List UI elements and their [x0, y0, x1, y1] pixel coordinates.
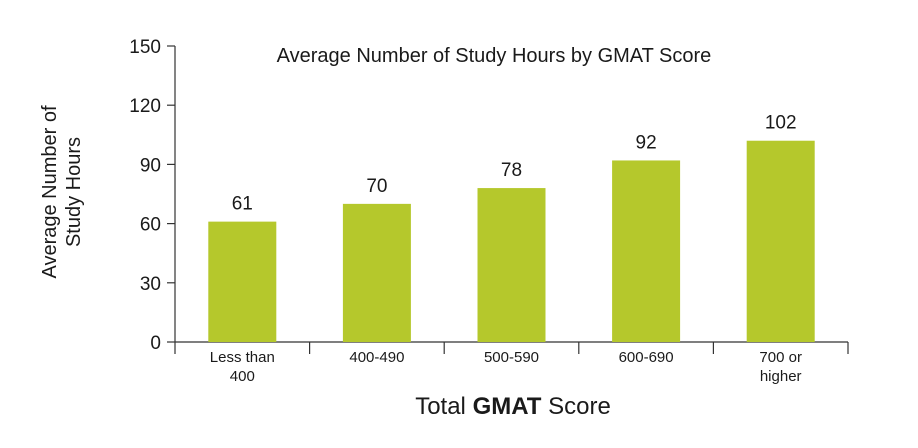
x-axis-label-bold: GMAT	[473, 393, 542, 420]
bar	[342, 203, 411, 342]
y-axis-label: Average Number of Study Hours	[39, 105, 85, 279]
category-labels: Less than 400 400-490 500-590 600-690 700 or h…	[210, 349, 802, 385]
x-axis-label: Total GMAT Score	[415, 393, 611, 420]
x-axis-label-prefix: Total	[415, 393, 472, 420]
data-labels: 61 70 78 92 102	[232, 113, 797, 215]
category-label: 500-590	[484, 349, 539, 366]
category-label: Less than	[210, 349, 275, 366]
y-tick-label: 0	[150, 333, 161, 354]
bar	[612, 160, 681, 342]
data-label: 92	[636, 132, 657, 153]
y-axis: 0 30 60 90 120 150	[129, 37, 176, 354]
chart-title: Average Number of Study Hours by GMAT Sc…	[277, 45, 712, 67]
bar	[746, 140, 815, 342]
category-label: 400-490	[349, 349, 404, 366]
bar	[208, 221, 277, 342]
bars	[208, 140, 815, 342]
y-tick-label: 60	[140, 215, 161, 236]
category-label: higher	[760, 368, 802, 385]
y-tick-label: 30	[140, 274, 161, 295]
y-tick-label: 90	[140, 155, 161, 176]
x-axis-label-suffix: Score	[541, 393, 610, 420]
y-axis-label-line-2: Study Hours	[63, 137, 85, 247]
category-label: 400	[230, 368, 255, 385]
y-axis-label-line-1: Average Number of	[39, 105, 61, 279]
y-tick-label: 120	[129, 96, 161, 117]
category-label: 700 or	[759, 349, 802, 366]
data-label: 61	[232, 194, 253, 215]
y-tick-label: 150	[129, 37, 161, 58]
category-label: 600-690	[619, 349, 674, 366]
data-label: 78	[501, 160, 522, 181]
bar	[477, 188, 546, 342]
data-label: 70	[366, 176, 387, 197]
data-label: 102	[765, 113, 797, 134]
